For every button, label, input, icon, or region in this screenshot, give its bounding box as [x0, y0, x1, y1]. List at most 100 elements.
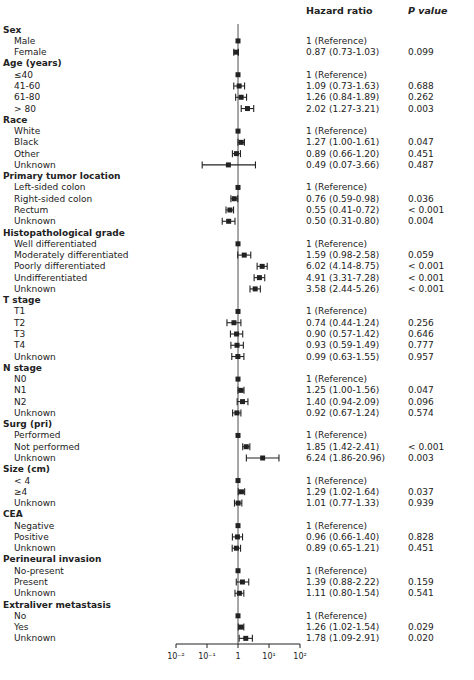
group-label: T stage — [3, 295, 41, 305]
ci-cap — [240, 409, 241, 416]
row-label: White — [14, 126, 41, 136]
row-label: Unknown — [14, 498, 56, 508]
row-label: Performed — [14, 430, 61, 440]
ci-cap — [243, 342, 244, 349]
row-label: Poorly differentiated — [14, 261, 106, 271]
group-label: Sex — [3, 25, 22, 35]
hr-text: 2.02 (1.27-3.21) — [306, 104, 379, 114]
hr-point — [235, 343, 240, 348]
hr-text: 4.91 (3.31-7.28) — [306, 273, 379, 283]
ci-cap — [233, 207, 234, 214]
p-value: 0.957 — [408, 352, 434, 362]
group-label: Primary tumor location — [3, 171, 121, 181]
hr-text: 1.01 (0.77-1.33) — [306, 498, 379, 508]
row-label: T2 — [13, 318, 25, 328]
ci-cap — [257, 263, 258, 270]
row-label: No-present — [14, 566, 64, 576]
tick-label: 10⁻² — [167, 652, 185, 661]
hr-text: 1 (Reference) — [306, 126, 367, 136]
reference-point — [236, 129, 241, 134]
row-label: Unknown — [14, 284, 56, 294]
p-value: < 0.001 — [408, 442, 444, 452]
plot-area — [202, 24, 279, 644]
hr-text: 1.78 (1.09-2.91) — [306, 633, 379, 643]
hr-point — [245, 106, 250, 111]
hr-text: 1 (Reference) — [306, 36, 367, 46]
hr-text: 1.39 (0.88-2.22) — [306, 577, 379, 587]
group-label: Age (years) — [3, 58, 62, 68]
row-label: Undifferentiated — [14, 273, 87, 283]
reference-point — [236, 377, 241, 382]
ci-cap — [234, 218, 235, 225]
ci-cap — [236, 579, 237, 586]
reference-point — [236, 309, 241, 314]
row-label: Moderately differentiated — [14, 250, 129, 260]
ci-cap — [255, 161, 256, 168]
hr-text: 0.74 (0.44-1.24) — [306, 318, 379, 328]
row-label: N2 — [14, 397, 26, 407]
hr-point — [240, 399, 245, 404]
row-label: T1 — [13, 306, 25, 316]
ci-cap — [242, 331, 243, 338]
ci-cap — [230, 331, 231, 338]
row-label: Other — [14, 149, 40, 159]
hr-text: 1 (Reference) — [306, 239, 367, 249]
p-value: 0.020 — [408, 633, 434, 643]
hr-text: 1.27 (1.00-1.61) — [306, 137, 379, 147]
ci-cap — [248, 579, 249, 586]
hr-text: 0.76 (0.59-0.98) — [306, 194, 379, 204]
group-label: Histopathological grade — [3, 228, 125, 238]
hr-point — [260, 264, 265, 269]
ci-cap — [241, 105, 242, 112]
hr-point — [234, 546, 239, 551]
group-label: Race — [3, 115, 27, 125]
row-label: < 4 — [14, 476, 30, 486]
ci-cap — [264, 274, 265, 281]
row-label: Not performed — [14, 442, 80, 452]
hr-point — [234, 151, 239, 156]
hr-point — [244, 444, 249, 449]
hr-text: 0.89 (0.65-1.21) — [306, 543, 379, 553]
ci-cap — [202, 161, 203, 168]
hr-text: 3.58 (2.44-5.26) — [306, 284, 379, 294]
reference-point — [236, 433, 241, 438]
chart: Hazard ratioP value10⁻²10⁻¹110¹10²SexMal… — [0, 0, 474, 680]
p-value: 0.777 — [408, 340, 434, 350]
p-value: 0.939 — [408, 498, 434, 508]
p-value: 0.256 — [408, 318, 434, 328]
row-label: Well differentiated — [14, 239, 97, 249]
reference-point — [236, 613, 241, 618]
row-label: Unknown — [14, 588, 56, 598]
row-label: 61-80 — [14, 92, 40, 102]
reference-point — [236, 38, 241, 43]
hr-text: 0.55 (0.41-0.72) — [306, 205, 379, 215]
reference-point — [236, 568, 241, 573]
tick-label: 10¹ — [262, 652, 275, 661]
hr-text: 1 (Reference) — [306, 70, 367, 80]
row-label: Yes — [13, 622, 29, 632]
x-axis: 10⁻²10⁻¹110¹10² — [167, 644, 307, 661]
hr-text: 1.59 (0.98-2.58) — [306, 250, 379, 260]
ci-cap — [235, 94, 236, 101]
ci-cap — [232, 150, 233, 157]
row-label: Right-sided colon — [14, 194, 92, 204]
row-label: Unknown — [14, 160, 56, 170]
hr-text: 1.09 (0.73-1.63) — [306, 81, 379, 91]
group-label: Extraliver metastasis — [3, 600, 111, 610]
ci-cap — [231, 353, 232, 360]
p-value: 0.047 — [408, 137, 434, 147]
group-label: Size (cm) — [3, 464, 50, 474]
hr-text: 1.29 (1.02-1.64) — [306, 487, 379, 497]
p-value: 0.059 — [408, 250, 434, 260]
row-label: > 80 — [14, 104, 36, 114]
hr-point — [257, 275, 262, 280]
hr-text: 1 (Reference) — [306, 306, 367, 316]
ci-cap — [250, 252, 251, 259]
hr-point — [234, 410, 239, 415]
p-value: 0.262 — [408, 92, 434, 102]
ci-cap — [230, 342, 231, 349]
hr-text: 1 (Reference) — [306, 521, 367, 531]
hr-text: 1 (Reference) — [306, 476, 367, 486]
group-label: Perineural invasion — [3, 554, 101, 564]
row-label: N1 — [14, 385, 26, 395]
